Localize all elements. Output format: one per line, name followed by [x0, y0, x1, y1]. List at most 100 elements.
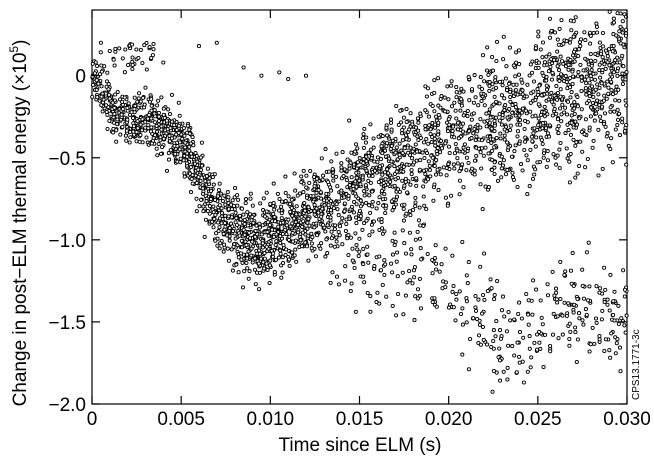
data-point	[374, 206, 379, 211]
data-point	[214, 231, 219, 236]
data-point	[342, 201, 347, 206]
data-point	[107, 48, 112, 54]
data-point	[368, 294, 373, 299]
data-point	[222, 193, 227, 198]
data-point	[411, 160, 417, 165]
data-point	[594, 284, 599, 289]
data-point	[348, 207, 353, 212]
data-point	[366, 150, 371, 155]
data-point	[492, 145, 497, 150]
data-point	[426, 159, 431, 164]
data-point	[389, 127, 394, 132]
data-point	[343, 278, 348, 283]
data-point	[511, 82, 516, 87]
data-point	[400, 150, 405, 156]
data-point	[199, 163, 205, 168]
data-point	[519, 316, 524, 321]
data-point	[538, 47, 543, 52]
data-point	[237, 233, 242, 238]
data-point	[303, 73, 309, 78]
data-point	[581, 296, 587, 301]
data-point	[183, 145, 188, 150]
data-point	[546, 134, 552, 139]
data-point	[372, 263, 377, 269]
data-point	[95, 63, 100, 69]
data-point	[137, 139, 142, 144]
data-point	[201, 191, 206, 196]
data-point	[409, 252, 414, 257]
data-point	[115, 89, 120, 95]
data-point	[380, 172, 385, 177]
data-point	[300, 230, 305, 235]
data-point	[400, 178, 405, 183]
data-point	[423, 172, 428, 177]
data-point	[566, 301, 571, 306]
data-point	[242, 217, 247, 223]
data-point	[481, 292, 486, 298]
data-point	[226, 207, 231, 212]
data-point	[555, 97, 560, 102]
data-point	[506, 145, 511, 150]
data-point	[254, 270, 260, 275]
data-point	[300, 224, 305, 229]
data-point	[559, 119, 564, 124]
data-point	[544, 83, 549, 88]
data-point	[414, 183, 419, 188]
data-point	[402, 241, 407, 246]
data-point	[278, 251, 283, 256]
data-point	[478, 264, 483, 269]
data-point	[270, 254, 275, 259]
data-point	[624, 70, 629, 75]
data-point	[557, 165, 562, 171]
data-point	[503, 76, 508, 81]
data-point	[145, 116, 150, 121]
data-point	[465, 108, 470, 114]
data-point	[576, 47, 581, 52]
data-point	[194, 180, 199, 186]
data-point	[446, 144, 452, 149]
data-point	[161, 60, 166, 65]
data-point	[540, 55, 545, 60]
data-point	[416, 128, 421, 133]
data-point	[486, 185, 491, 190]
data-point	[548, 64, 553, 69]
data-point	[370, 189, 375, 194]
data-point	[142, 102, 147, 107]
data-point	[429, 140, 434, 145]
data-point	[489, 148, 494, 154]
data-point	[211, 204, 216, 209]
data-point	[620, 120, 625, 125]
data-point	[361, 132, 366, 137]
data-point	[290, 213, 295, 218]
data-point	[326, 169, 331, 174]
data-point	[266, 233, 271, 238]
data-point	[559, 59, 565, 64]
data-point	[413, 294, 418, 299]
data-point	[602, 348, 607, 354]
data-point	[307, 223, 312, 228]
data-point	[608, 146, 613, 152]
data-point	[401, 218, 406, 223]
data-point	[567, 159, 572, 164]
data-point	[460, 322, 465, 327]
data-point	[597, 62, 602, 67]
data-point	[202, 234, 207, 239]
data-point	[579, 75, 584, 80]
data-point	[362, 193, 367, 198]
data-point	[568, 329, 573, 334]
data-point	[366, 173, 372, 178]
data-point	[217, 203, 222, 208]
data-point	[355, 247, 360, 252]
data-point	[622, 294, 627, 299]
data-point	[614, 33, 619, 38]
data-point	[540, 141, 545, 147]
data-point	[489, 344, 494, 350]
data-point	[353, 149, 358, 154]
data-point	[567, 336, 572, 342]
data-point	[212, 216, 217, 222]
data-point	[579, 129, 584, 134]
data-point	[559, 72, 564, 77]
data-point	[159, 127, 164, 132]
data-point	[439, 138, 444, 143]
data-point	[131, 124, 136, 129]
